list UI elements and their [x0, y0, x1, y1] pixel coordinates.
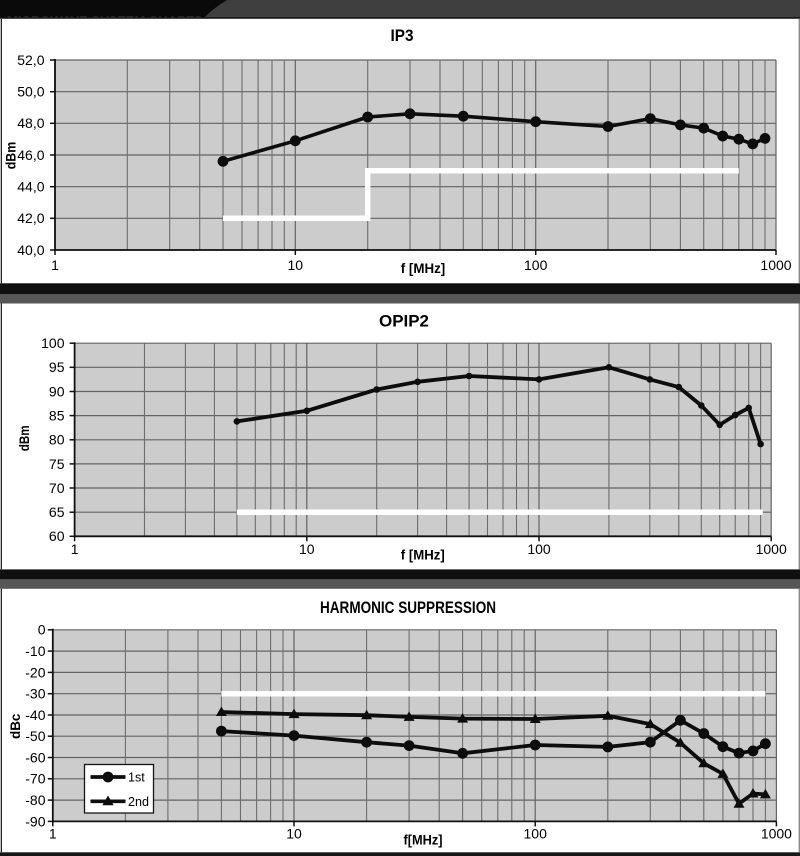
svg-text:-80: -80	[25, 792, 45, 808]
svg-text:2nd: 2nd	[128, 795, 149, 809]
svg-text:40,0: 40,0	[17, 242, 44, 258]
svg-text:48,0: 48,0	[17, 115, 44, 131]
svg-text:-30: -30	[25, 686, 45, 702]
svg-text:60: 60	[49, 528, 65, 544]
svg-text:46,0: 46,0	[17, 147, 44, 163]
svg-text:65: 65	[49, 504, 65, 520]
svg-text:dBm: dBm	[4, 142, 19, 170]
svg-text:10: 10	[288, 257, 304, 273]
svg-text:80: 80	[49, 432, 65, 448]
svg-text:f [MHz]: f [MHz]	[401, 260, 446, 276]
svg-text:1: 1	[51, 257, 59, 273]
svg-text:70: 70	[49, 480, 65, 496]
svg-text:75: 75	[49, 456, 65, 472]
svg-text:dBm: dBm	[17, 425, 32, 451]
svg-text:-60: -60	[25, 749, 45, 765]
svg-text:42,0: 42,0	[17, 210, 44, 226]
svg-text:10: 10	[286, 826, 302, 842]
svg-text:-70: -70	[25, 771, 45, 787]
svg-text:0: 0	[38, 622, 46, 638]
svg-text:OPIP2: OPIP2	[379, 313, 429, 331]
svg-text:MICROWAVE SYSTEM CHARTS: MICROWAVE SYSTEM CHARTS	[6, 13, 202, 30]
svg-text:100: 100	[524, 257, 548, 273]
svg-text:1st: 1st	[128, 771, 145, 785]
svg-text:-90: -90	[25, 813, 45, 829]
svg-text:90: 90	[49, 383, 65, 399]
svg-text:1: 1	[49, 826, 57, 842]
svg-text:95: 95	[49, 359, 65, 375]
svg-text:-10: -10	[25, 643, 45, 659]
svg-text:HARMONIC SUPPRESSION: HARMONIC SUPPRESSION	[320, 599, 496, 617]
svg-text:f [MHz]: f [MHz]	[401, 547, 445, 563]
svg-text:100: 100	[41, 335, 65, 351]
svg-text:-20: -20	[25, 664, 45, 680]
svg-text:1000: 1000	[761, 826, 792, 842]
svg-text:-50: -50	[25, 728, 45, 744]
svg-text:52,0: 52,0	[17, 52, 44, 68]
svg-text:f[MHz]: f[MHz]	[404, 832, 443, 848]
svg-text:44,0: 44,0	[17, 179, 44, 195]
svg-text:100: 100	[527, 541, 551, 557]
svg-text:IP3: IP3	[391, 27, 414, 45]
svg-text:50,0: 50,0	[17, 84, 44, 100]
svg-text:1000: 1000	[760, 257, 791, 273]
svg-text:10: 10	[299, 541, 315, 557]
svg-text:1: 1	[71, 541, 79, 557]
svg-text:100: 100	[524, 826, 548, 842]
svg-text:-40: -40	[25, 707, 45, 723]
svg-text:dBc: dBc	[8, 713, 23, 739]
svg-text:1000: 1000	[756, 541, 787, 557]
svg-text:85: 85	[49, 408, 65, 424]
